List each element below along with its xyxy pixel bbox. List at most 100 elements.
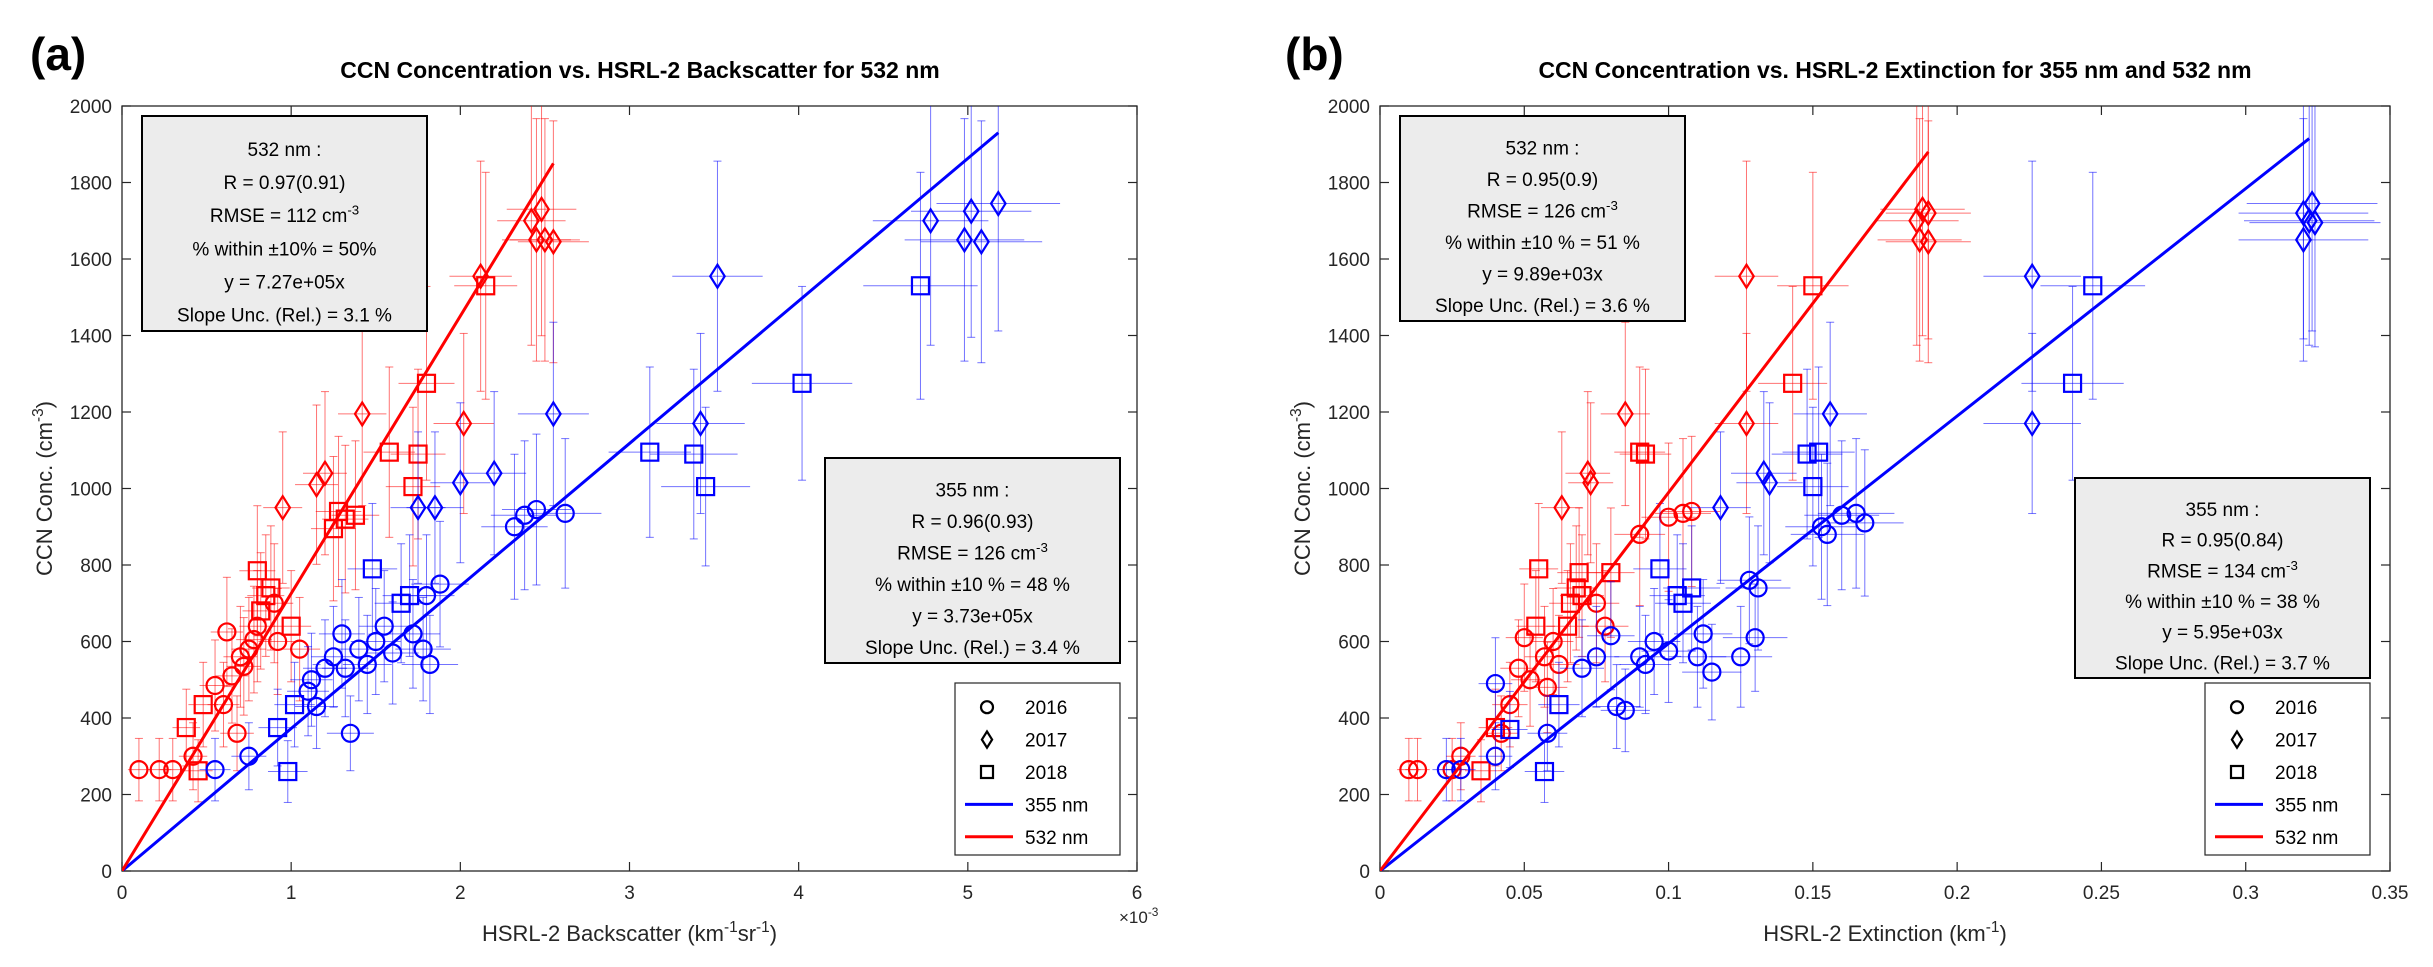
- y-tick-label: 1200: [1328, 403, 1370, 424]
- data-point: [353, 400, 371, 428]
- legend-label: 2016: [1025, 698, 1067, 719]
- stats-line: % within ±10 % = 38 %: [2125, 592, 2320, 613]
- data-point: [362, 559, 382, 579]
- y-axis-label: CCN Conc. (cm-3): [30, 401, 57, 576]
- data-point: [403, 476, 423, 497]
- panel-label: (a): [30, 28, 86, 80]
- stats-line: % within ±10 % = 51 %: [1445, 233, 1640, 254]
- data-point: [268, 717, 288, 738]
- legend-label: 2018: [1025, 763, 1067, 784]
- stats-line: y = 5.95e+03x: [2162, 623, 2283, 644]
- data-point: [544, 400, 562, 428]
- legend-item: 2017: [2230, 729, 2317, 752]
- data-point: [340, 723, 360, 743]
- x-tick-label: 0.3: [2233, 883, 2259, 904]
- data-point: [1601, 563, 1621, 583]
- stats-line: % within ±10% = 50%: [192, 239, 376, 260]
- legend-item: 355 nm: [2215, 795, 2338, 816]
- data-point: [1737, 262, 1756, 290]
- data-point: [451, 469, 469, 497]
- y-tick-label: 1800: [70, 174, 112, 195]
- x-axis: 0 0.05 0.1 0.15 0.2 0.25 0.3 0.35: [1375, 106, 2409, 904]
- stats-line: R = 0.96(0.93): [912, 512, 1034, 533]
- data-point: [316, 459, 334, 487]
- x-tick-label: 6: [1132, 883, 1143, 904]
- y-tick-label: 1400: [70, 327, 112, 348]
- data-point: [335, 658, 355, 678]
- x-tick-label: 3: [624, 883, 635, 904]
- chart-title: CCN Concentration vs. HSRL-2 Extinction …: [1538, 57, 2251, 83]
- data-point: [332, 624, 352, 644]
- data-point: [696, 476, 716, 497]
- legend-item: 2018: [979, 763, 1067, 784]
- data-point: [1711, 494, 1730, 522]
- data-point: [2300, 207, 2318, 235]
- data-point: [1549, 695, 1569, 715]
- y-tick-label: 0: [101, 862, 112, 883]
- x-tick-label: 5: [963, 883, 974, 904]
- y-tick-label: 1800: [1328, 174, 1370, 195]
- legend-marker: [980, 729, 994, 750]
- data-point: [1553, 494, 1571, 522]
- data-point: [640, 442, 660, 462]
- legend-marker: [2229, 700, 2245, 715]
- data-point: [1572, 658, 1592, 678]
- data-point: [1529, 559, 1549, 579]
- data-point: [526, 499, 547, 520]
- panel-label: (b): [1285, 28, 1344, 80]
- data-point: [1635, 444, 1656, 464]
- x-tick-label: 0.05: [1506, 883, 1543, 904]
- y-tick-label: 2000: [70, 97, 112, 118]
- fit-line-355-nm: [122, 131, 1000, 871]
- stats-line: R = 0.97(0.91): [224, 173, 346, 194]
- legend-item: 532 nm: [2215, 828, 2338, 849]
- series-532-nm: [1397, 106, 1971, 803]
- stats-line: % within ±10 % = 48 %: [875, 575, 1070, 596]
- data-point: [345, 505, 366, 525]
- y-tick-label: 2000: [1328, 97, 1370, 118]
- data-point: [301, 670, 322, 690]
- data-point: [1682, 578, 1702, 598]
- data-point: [792, 373, 812, 393]
- data-point: [234, 656, 254, 676]
- data-point: [409, 494, 427, 522]
- x-tick-label: 0: [1375, 883, 1386, 904]
- stats-box: 532 nm : R = 0.97(0.91) RMSE = 112 cm-3 % w…: [141, 115, 428, 332]
- legend-label: 2016: [2275, 698, 2317, 719]
- legend-item: 2016: [979, 698, 1067, 719]
- x-tick-label: 0.35: [2372, 883, 2409, 904]
- data-point: [274, 494, 292, 522]
- data-point: [1731, 647, 1751, 667]
- x-tick-label: 0.2: [1944, 883, 1970, 904]
- data-point: [1485, 746, 1506, 766]
- data-point: [972, 228, 990, 256]
- legend-label: 2017: [2275, 731, 2317, 752]
- data-point: [217, 622, 237, 642]
- stats-line: Slope Unc. (Rel.) = 3.6 %: [1435, 296, 1650, 317]
- data-point: [1601, 626, 1621, 646]
- data-point: [708, 262, 726, 290]
- fit-line-355-nm: [1380, 137, 2311, 871]
- stats-box: 532 nm : R = 0.95(0.9) RMSE = 126 cm-3 % wi…: [1399, 115, 1686, 322]
- data-point: [2023, 409, 2041, 438]
- stats-box: 355 nm : R = 0.95(0.84) RMSE = 134 cm-3 % w…: [2074, 477, 2371, 679]
- x-tick-label: 0.15: [1794, 883, 1831, 904]
- x-tick-label: 2: [455, 883, 466, 904]
- data-point: [485, 459, 503, 487]
- data-point: [416, 585, 437, 606]
- chart-panel-a: (a) CCN Concentration vs. HSRL-2 Backscat…: [30, 28, 1159, 946]
- data-point: [1615, 700, 1635, 720]
- stats-line: 355 nm :: [2186, 500, 2260, 521]
- y-tick-label: 400: [80, 709, 112, 730]
- stats-line: y = 9.89e+03x: [1482, 265, 1603, 286]
- x-tick-label: 0.1: [1655, 883, 1681, 904]
- legend-item: 532 nm: [965, 828, 1088, 849]
- data-point: [955, 226, 973, 254]
- x-axis: 0 1 2 3 4 5 6: [117, 106, 1143, 904]
- data-point: [205, 760, 225, 780]
- legend-label: 355 nm: [2275, 795, 2338, 816]
- data-point: [1579, 459, 1597, 487]
- data-point: [2306, 209, 2324, 237]
- data-point: [1586, 647, 1607, 667]
- data-point: [515, 505, 535, 525]
